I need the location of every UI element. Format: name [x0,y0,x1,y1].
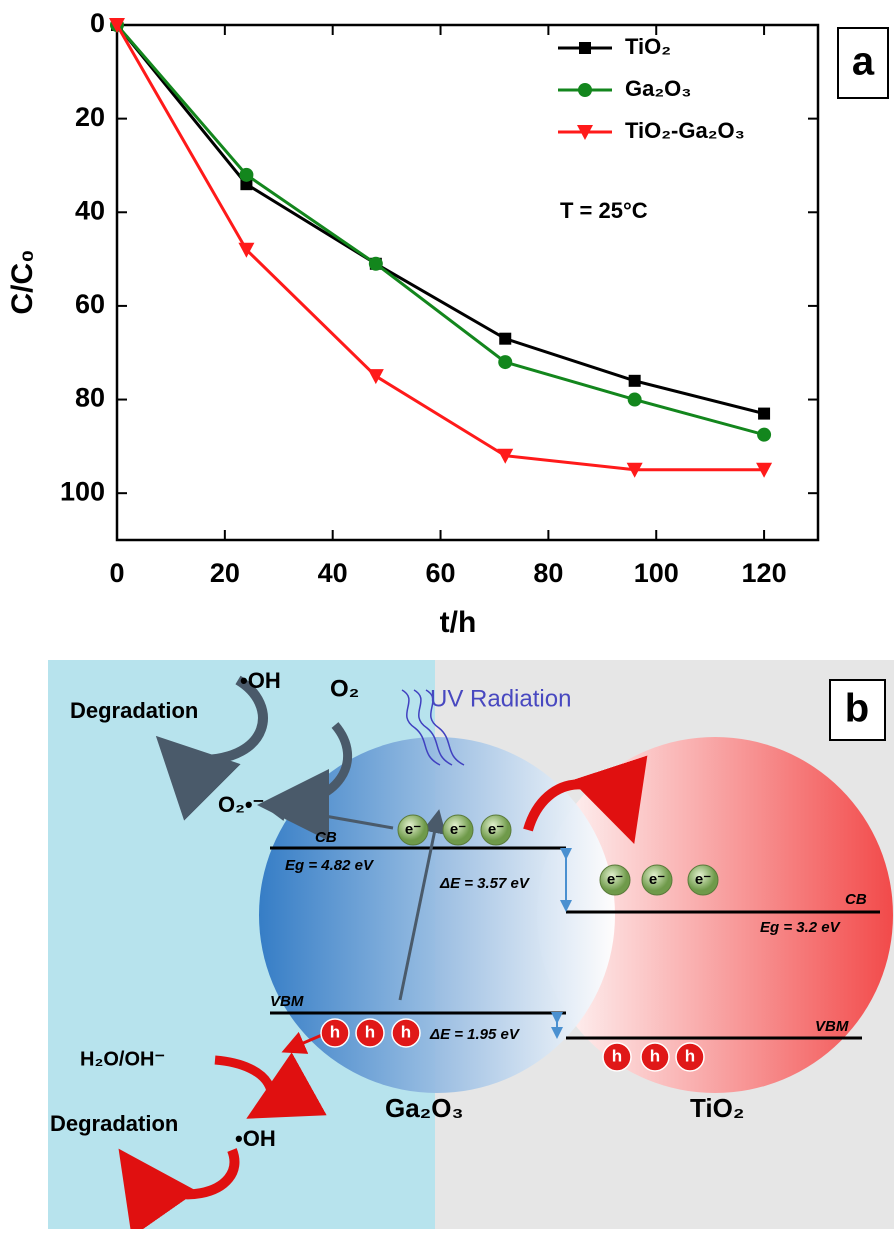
electron [687,864,719,896]
marker [368,256,383,271]
degradation-label: Degradation [50,1111,178,1136]
electron [442,814,474,846]
electron-transfer-arrow [523,755,648,845]
degradation-label: Degradation [70,698,198,723]
electron-label: e⁻ [695,871,711,888]
y-tick-label: 80 [75,383,105,413]
electron [599,864,631,896]
legend-label: TiO₂-Ga₂O₃ [625,118,745,143]
hole-label: h [330,1022,340,1041]
marker [756,462,773,478]
electron-label: e⁻ [488,821,504,838]
plot-frame [115,23,820,542]
marker [238,242,255,258]
o2-label: O₂ [330,675,359,702]
x-tick-label: 120 [742,558,787,588]
chart: a t/h C/C₀ T = 25°C 0 20 40 60 80 100 120 0 20 40… [6,8,889,639]
hole [355,1018,385,1048]
y-tick-label: 40 [75,195,105,225]
hole [391,1018,421,1048]
reduction-arrow [257,722,353,841]
hole [675,1042,705,1072]
panel-box [837,27,889,99]
hole-label: h [685,1046,695,1065]
electron-label: e⁻ [607,871,623,888]
x-tick-label: 100 [634,558,679,588]
legend-marker [579,42,591,54]
oh-label: •OH [235,1126,276,1151]
hole [602,1042,632,1072]
x-tick-label: 40 [318,558,348,588]
tio2-label: TiO₂ [690,1093,744,1123]
series-line [115,24,765,416]
x-tick-label: 20 [210,558,240,588]
marker [757,427,772,442]
vbm-label: VBM [815,1018,849,1035]
electron-label: e⁻ [649,871,665,888]
electron-label: e⁻ [405,821,421,838]
marker [628,374,641,387]
y-tick-label: 20 [75,102,105,132]
panel-label: b [845,687,869,731]
ga2o3-label: Ga₂O₃ [385,1093,463,1123]
delta-e-label: ΔE = 1.95 eV [429,1026,521,1043]
degradation-arrow [155,675,268,821]
electron [641,864,673,896]
eg-label: Eg = 3.2 eV [760,919,842,936]
x-axis-title: t/h [440,606,477,639]
marker [627,392,642,407]
legend-label: Ga₂O₃ [625,76,691,101]
delta-e-label: ΔE = 3.57 eV [439,875,531,892]
cb-label: CB [845,891,867,908]
x-tick-label: 80 [533,558,563,588]
marker [367,369,384,385]
panel-label: a [852,40,875,84]
electron-label: e⁻ [450,821,466,838]
uv-label: UV Radiation [430,685,571,712]
vbm-label: VBM [270,993,304,1010]
degradation-arrow [118,1148,240,1234]
marker [109,18,125,33]
marker [499,332,512,345]
electron [480,814,512,846]
marker [240,178,253,191]
hole-label: h [401,1022,411,1041]
hole-transfer-arrow [281,1031,323,1054]
hole-label: h [650,1046,660,1065]
marker [498,355,513,370]
water-label: H₂O/OH⁻ [80,1048,165,1070]
hole [320,1018,350,1048]
electron [397,814,429,846]
x-tick-label: 60 [426,558,456,588]
y-axis-title: C/C₀ [6,249,39,314]
hole-label: h [612,1046,622,1065]
marker [239,167,254,182]
series-line [115,24,765,472]
diagram: b UV Radiation Degradation •OH O₂ O₂•⁻ C… [48,660,894,1234]
marker [626,462,643,478]
oh-label: •OH [240,668,281,693]
eg-label: Eg = 4.82 eV [285,857,375,874]
marker [497,448,514,464]
superoxide-label: O₂•⁻ [218,792,264,817]
marker [758,407,771,420]
oxidation-arrow [214,1052,327,1119]
panel-box [829,679,886,741]
legend-marker [578,83,592,97]
series-line [115,24,765,437]
annotation: T = 25°C [560,198,648,223]
x-tick-label: 0 [109,558,124,588]
legend-marker [577,125,593,140]
y-tick-label: 100 [60,476,105,506]
cb-label: CB [315,829,337,846]
excitation-arrow [398,809,447,1001]
uv-waves [401,689,465,766]
y-tick-label: 0 [90,8,105,38]
hole [640,1042,670,1072]
hole-label: h [365,1022,375,1041]
legend-label: TiO₂ [625,34,671,59]
y-tick-label: 60 [75,289,105,319]
